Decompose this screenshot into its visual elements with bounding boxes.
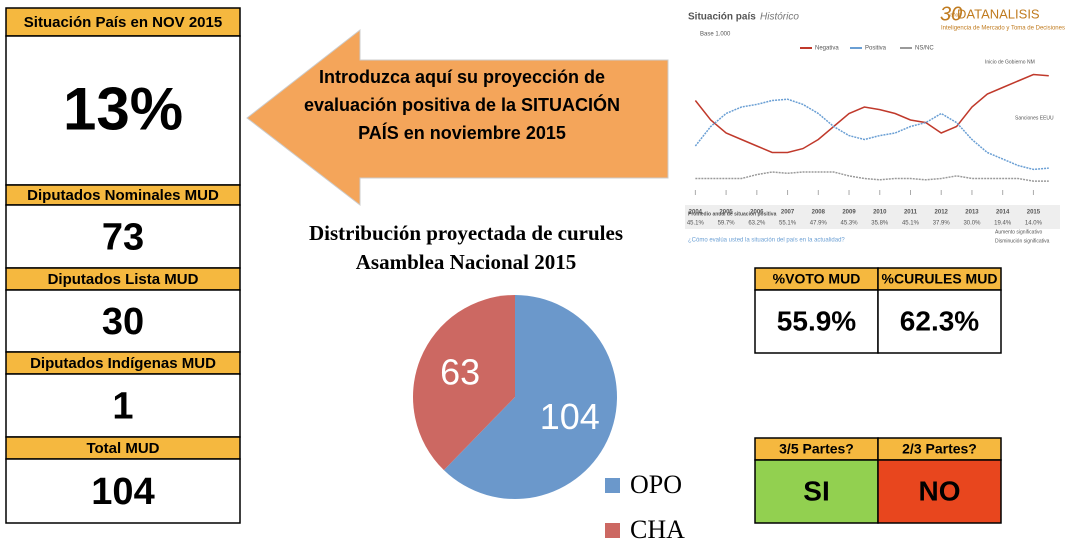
logo-text: Inteligencia de Mercado y Toma de Decisi… [941,26,1065,32]
arrow [246,28,669,207]
panel-header [5,7,241,37]
x-tick-label: 2004 [689,210,703,216]
marker-label: Aumento significativo [995,229,1042,235]
avg-label: 55.1% [779,221,797,227]
pie-slice [413,295,515,471]
table-value: 62.3% [900,305,979,336]
row-label: Promedio anual de situación positiva [688,211,777,217]
panel-header-text: Total MUD [86,440,159,457]
avg-label: 30.0% [963,221,981,227]
prompt-text: evaluación positiva de la SITUACIÓN [304,94,620,115]
legend-label: Positiva [865,46,887,52]
avg-label: 14.0% [1025,221,1043,227]
legend-label: NS/NC [915,46,934,52]
avg-label: 37.9% [933,221,951,227]
legend-label: OPO [630,470,682,499]
logo-text: años [950,12,961,18]
panel-header-text: Diputados Indígenas MUD [30,355,216,372]
x-tick-label: 2013 [965,210,979,216]
x-tick-label: 2008 [812,210,826,216]
x-tick-label: 2007 [781,210,795,216]
panel-value: 13% [63,75,183,142]
pie-slice [443,295,618,500]
slice-label: 104 [540,396,600,437]
series-line [694,73,1049,154]
avg-label: 63.2% [748,221,766,227]
annotation: Sanciones EEUU [1015,115,1054,121]
slice-label: 63 [440,351,480,392]
x-tick-label: 2014 [996,210,1010,216]
panel-body [5,35,241,186]
legend-swatch [605,523,620,538]
prompt-text: PAÍS en noviembre 2015 [358,122,566,143]
legend-swatch [605,478,620,493]
x-tick-label: 2012 [935,210,949,216]
panel-body [5,458,241,524]
table-value: 55.9% [777,305,856,336]
table-header-text: 2/3 Partes? [902,441,977,457]
avg-label: 45.1% [687,221,705,227]
series-line [695,171,1049,182]
panel-header-text: Diputados Nominales MUD [27,187,219,204]
panel-value: 30 [102,301,144,343]
avg-label: 59.7% [718,221,736,227]
question: ¿Cómo evalúa usted la situación del país… [688,238,845,244]
panel-body [5,204,241,269]
table-header-text: %CURULES MUD [882,271,998,287]
x-tick-label: 2015 [1027,210,1041,216]
x-tick-label: 2010 [873,210,887,216]
x-tick-label: 2011 [904,210,918,216]
prompt-text: Introduzca aquí su proyección de [319,67,605,87]
table-cell [877,289,1002,354]
panel-value: 104 [91,471,154,513]
table-header-text: 3/5 Partes? [779,441,854,457]
table-cell [877,459,1002,524]
panel-header-text: Diputados Lista MUD [48,271,199,288]
avg-label: 19.4% [994,221,1012,227]
table-cell [754,459,879,524]
legend-label: CHA [630,515,685,544]
x-tick-label: 2006 [750,210,764,216]
panel-value: 1 [112,386,133,428]
table-value: SI [803,475,829,506]
panel-value: 73 [102,217,144,259]
legend-label: Negativa [815,46,839,52]
marker-label: Disminución significativa [995,238,1050,244]
logo-text: 30 [940,3,962,25]
series-line [694,98,1049,171]
chart-title: Distribución proyectada de curules [309,221,623,245]
chart-base: Base 1.000 [700,32,731,38]
panel-header-text: Situación País en NOV 2015 [24,14,222,31]
avg-label: 45.3% [841,221,859,227]
table-value: NO [919,475,961,506]
chart-title: Situación país [688,12,756,23]
avg-label: 47.9% [810,221,828,227]
avg-row-bg [685,205,1060,229]
x-tick-label: 2005 [719,210,733,216]
x-tick-label: 2009 [842,210,856,216]
chart-subtitle: Asamblea Nacional 2015 [356,250,577,274]
annotation: Inicio de Gobierno NM [985,59,1035,65]
avg-label: 35.8% [871,221,889,227]
table-header-text: %VOTO MUD [773,271,861,287]
avg-label: 45.1% [902,221,920,227]
chart-subtitle: Histórico [760,12,799,23]
logo-text: DATANALISIS [957,6,1040,21]
